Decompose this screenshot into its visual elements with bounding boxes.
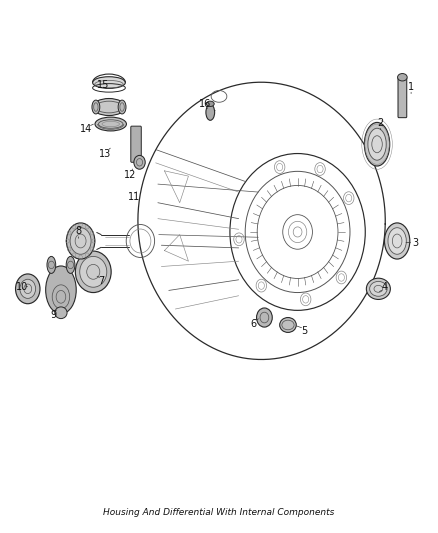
Text: 13: 13 [99, 149, 112, 159]
Text: 15: 15 [97, 80, 109, 90]
Text: 3: 3 [413, 238, 419, 247]
Circle shape [20, 279, 35, 298]
Text: 8: 8 [75, 227, 81, 237]
Ellipse shape [206, 101, 214, 107]
Ellipse shape [66, 256, 75, 273]
Ellipse shape [92, 99, 125, 116]
Text: 1: 1 [408, 82, 414, 92]
Text: Housing And Differential With Internal Components: Housing And Differential With Internal C… [103, 507, 335, 516]
Text: 16: 16 [199, 99, 211, 109]
Text: 4: 4 [382, 282, 388, 292]
Text: 12: 12 [124, 170, 136, 180]
Ellipse shape [92, 100, 100, 114]
Circle shape [257, 308, 272, 327]
Text: 9: 9 [50, 310, 56, 320]
Circle shape [15, 274, 40, 304]
Text: 14: 14 [80, 124, 92, 134]
Ellipse shape [388, 228, 406, 254]
Text: 2: 2 [378, 118, 384, 128]
Text: 11: 11 [128, 192, 140, 203]
Ellipse shape [75, 251, 111, 293]
FancyBboxPatch shape [131, 126, 141, 163]
Circle shape [134, 156, 145, 169]
Ellipse shape [280, 318, 296, 333]
Ellipse shape [92, 77, 125, 88]
Ellipse shape [70, 228, 91, 254]
Ellipse shape [366, 278, 390, 300]
Ellipse shape [398, 74, 407, 81]
Ellipse shape [118, 100, 126, 114]
Text: 7: 7 [98, 277, 104, 286]
Ellipse shape [364, 123, 390, 166]
Ellipse shape [368, 128, 386, 160]
Ellipse shape [95, 117, 127, 131]
Ellipse shape [67, 223, 95, 259]
Ellipse shape [47, 256, 56, 273]
Ellipse shape [385, 223, 410, 259]
Ellipse shape [55, 307, 67, 319]
Ellipse shape [370, 281, 387, 296]
FancyBboxPatch shape [398, 77, 407, 118]
Ellipse shape [206, 104, 215, 120]
Ellipse shape [87, 264, 100, 279]
Text: 6: 6 [250, 319, 256, 329]
Ellipse shape [46, 266, 76, 314]
Ellipse shape [80, 256, 107, 287]
Text: 5: 5 [301, 326, 307, 336]
Text: 10: 10 [15, 282, 28, 292]
